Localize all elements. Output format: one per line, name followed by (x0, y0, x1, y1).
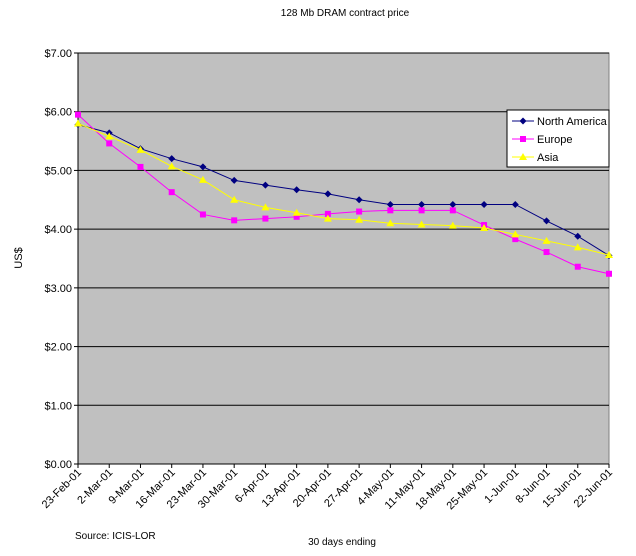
series-europe (75, 111, 612, 277)
data-point-north-america (199, 163, 207, 171)
data-point-north-america (480, 200, 488, 208)
data-point-europe (418, 207, 425, 214)
data-point-north-america (511, 200, 519, 208)
data-point-asia (386, 219, 395, 227)
data-point-europe (324, 210, 331, 217)
legend-items: North America Europe Asia (512, 116, 608, 164)
legend-item-asia: Asia (512, 152, 559, 164)
data-point-europe (231, 217, 238, 224)
data-point-europe (137, 163, 144, 170)
legend-item-europe: Europe (512, 134, 572, 146)
data-point-europe (387, 207, 394, 214)
data-point-asia (448, 221, 457, 229)
data-point-europe (543, 249, 550, 256)
data-point-europe (606, 270, 612, 277)
legend-label: Asia (537, 152, 559, 164)
legend-swatch-marker (520, 136, 526, 142)
y-tick-label: $3.00 (44, 283, 72, 295)
data-point-north-america (230, 176, 238, 184)
x-axis-label: 30 days ending (308, 537, 376, 548)
data-point-europe (293, 213, 300, 220)
data-point-north-america (355, 196, 363, 204)
data-point-north-america (574, 232, 582, 240)
data-point-asia (292, 208, 301, 216)
data-point-asia (136, 145, 145, 153)
data-point-asia (573, 243, 582, 251)
x-tick-label: 23-Feb-01 (40, 467, 84, 511)
y-tick-label: $0.00 (44, 459, 72, 471)
data-point-north-america (543, 217, 551, 225)
data-point-north-america (168, 155, 176, 163)
series-layer (74, 111, 613, 277)
data-point-asia (74, 119, 82, 127)
series-line-europe (77, 114, 610, 275)
data-point-north-america (418, 200, 426, 208)
y-tick-label: $5.00 (44, 165, 72, 177)
data-point-north-america (324, 190, 332, 198)
series-asia (74, 119, 613, 258)
series-line-north-america (77, 124, 610, 256)
source-note: Source: ICIS-LOR (75, 531, 156, 542)
data-point-asia (198, 175, 207, 183)
data-point-europe (512, 236, 519, 243)
y-tick-label: $7.00 (44, 48, 72, 60)
data-point-asia (261, 203, 270, 211)
data-point-europe (106, 140, 113, 147)
data-point-asia (167, 162, 176, 170)
data-point-asia (230, 195, 239, 203)
data-point-asia (105, 132, 114, 140)
legend-label: Europe (537, 134, 572, 146)
data-point-europe (262, 215, 269, 222)
data-point-north-america (449, 200, 457, 208)
data-point-north-america (261, 181, 269, 189)
y-tick-label: $2.00 (44, 342, 72, 354)
data-point-europe (168, 189, 175, 196)
legend-swatch-marker (519, 153, 527, 160)
data-point-north-america (293, 186, 301, 194)
legend-swatch-marker (519, 117, 527, 125)
data-point-asia (417, 220, 426, 228)
data-point-north-america (386, 200, 394, 208)
y-axis-label: US$ (13, 247, 25, 268)
legend-label: North America (537, 116, 608, 128)
y-tick-label: $1.00 (44, 400, 72, 412)
data-point-asia (605, 250, 613, 258)
y-tick-label: $6.00 (44, 107, 72, 119)
data-point-asia (511, 230, 520, 238)
legend-item-north-america: North America (512, 116, 608, 128)
data-point-europe (199, 211, 206, 218)
legend: North America Europe Asia (506, 109, 610, 168)
x-tick-labels: 23-Feb-012-Mar-019-Mar-0116-Mar-0123-Mar… (40, 464, 615, 512)
data-point-asia (542, 236, 551, 244)
data-point-europe (574, 263, 581, 270)
data-point-europe (356, 208, 363, 215)
data-point-asia (480, 223, 489, 231)
data-point-europe (75, 111, 81, 118)
y-tick-labels: $0.00 $1.00 $2.00 $3.00 $4.00 $5.00 $6.00 $7.00 (44, 48, 78, 471)
data-point-asia (355, 215, 364, 223)
y-tick-label: $4.00 (44, 224, 72, 236)
data-point-asia (323, 214, 332, 222)
chart-title: 128 Mb DRAM contract price (281, 8, 410, 19)
data-point-europe (449, 207, 456, 214)
series-line-asia (77, 122, 610, 256)
